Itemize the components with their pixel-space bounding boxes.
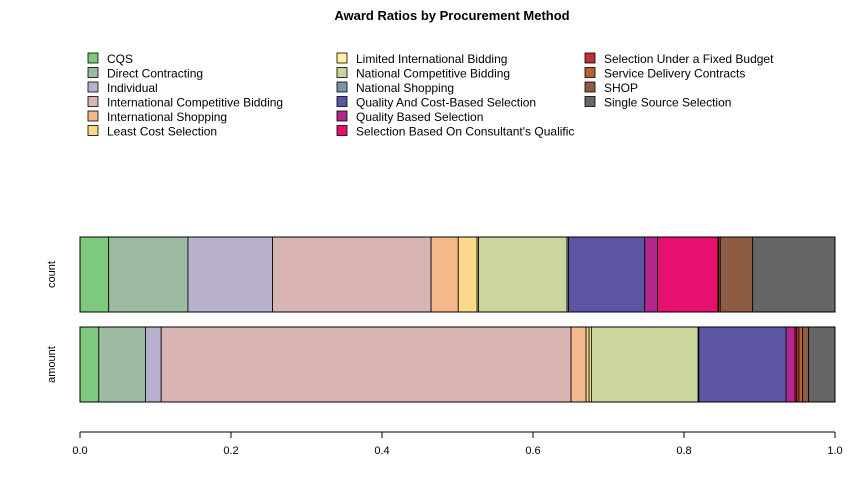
legend-label-least-cost-selection: Least Cost Selection [107,125,217,139]
x-tick-label: 0.6 [525,445,540,457]
bar-count-national-competitive-bidding [478,236,568,313]
legend-label-international-competitive-bidding: International Competitive Bidding [107,96,283,110]
legend-label-single-source-selection: Single Source Selection [604,96,731,110]
y-tick-label-amount: amount [46,346,58,383]
legend-label-quality-and-cost-based-selection: Quality And Cost-Based Selection [356,96,536,110]
y-axis: count amount [46,261,58,383]
y-tick-label-count: count [46,261,58,288]
bar-amount-individual [145,326,162,403]
bar-amount-quality-and-cost-based-selection [698,326,787,403]
bar-count-direct-contracting [108,236,189,313]
x-tick-label: 0.8 [676,445,691,457]
bar-amount-national-competitive-bidding [590,326,699,403]
bar-group-count [79,236,836,313]
legend-label-cqs: CQS [107,52,133,66]
legend-key-quality-based-selection [336,110,348,122]
legend-label-national-shopping: National Shopping [356,81,454,95]
legend-key-national-shopping [336,81,348,93]
bar-count-international-competitive-bidding [272,236,432,313]
bar-count-shop [719,236,754,313]
bar-count-single-source-selection [752,236,836,313]
bar-count-quality-based-selection [644,236,658,313]
chart-title: Award Ratios by Procurement Method [334,8,569,23]
legend-key-international-shopping [87,110,99,122]
legend-key-quality-and-cost-based-selection [336,96,348,107]
x-tick-label: 0.2 [223,445,238,457]
bar-count-quality-and-cost-based-selection [568,236,646,313]
x-tick-label: 0.0 [72,445,87,457]
legend-key-selection-under-a-fixed-budget [584,52,596,64]
bar-outline-count [79,236,836,313]
legend-key-service-delivery-contracts [584,67,596,78]
bar-count-international-shopping [430,236,459,313]
bar-amount-cqs [79,326,100,403]
bar-amount-least-cost-selection [585,326,590,403]
legend-key-least-cost-selection [87,125,99,136]
x-tick-label: 0.4 [374,445,389,457]
legend-label-shop: SHOP [604,81,638,95]
legend-key-national-competitive-bidding [336,67,348,78]
bar-amount-shop [802,326,810,403]
legend-key-direct-contracting [87,67,99,78]
legend-label-limited-international-bidding: Limited International Bidding [356,52,507,66]
x-axis: 0.0 0.2 0.4 0.6 0.8 1.0 [72,431,843,457]
bar-amount-international-competitive-bidding [160,326,572,403]
legend-label-individual: Individual [107,81,158,95]
legend-label-national-competitive-bidding: National Competitive Bidding [356,67,510,81]
legend-label-service-delivery-contracts: Service Delivery Contracts [604,67,745,81]
legend-label-selection-under-a-fixed-budget: Selection Under a Fixed Budget [604,52,774,66]
bar-amount-service-delivery-contracts [798,326,804,403]
legend-label-quality-based-selection: Quality Based Selection [356,110,483,124]
bar-amount-quality-based-selection [785,326,796,403]
legend-label-direct-contracting: Direct Contracting [107,67,203,81]
legend-label-selection-based-on-consultant-s-qualific: Selection Based On Consultant's Qualific [356,125,574,139]
legend-label-international-shopping: International Shopping [107,110,227,124]
legend-key-individual [87,81,99,93]
legend-key-cqs [87,52,99,64]
bar-count-least-cost-selection [457,236,478,313]
bar-count-cqs [79,236,110,313]
bars [79,236,836,403]
bar-amount-single-source-selection [808,326,836,403]
legend-key-limited-international-bidding [336,52,348,64]
bar-group-amount [79,326,836,403]
bar-count-individual [187,236,273,313]
bar-count-selection-based-on-consultant-s-qualific [657,236,719,313]
legend-key-shop [584,81,596,93]
legend-key-selection-based-on-consultant-s-qualific [336,125,348,136]
legend-key-single-source-selection [584,96,596,107]
x-tick-label: 1.0 [827,445,842,457]
bar-amount-international-shopping [570,326,587,403]
bar-outline-amount [79,326,836,403]
bar-amount-direct-contracting [98,326,146,403]
legend-key-international-competitive-bidding [87,96,99,107]
